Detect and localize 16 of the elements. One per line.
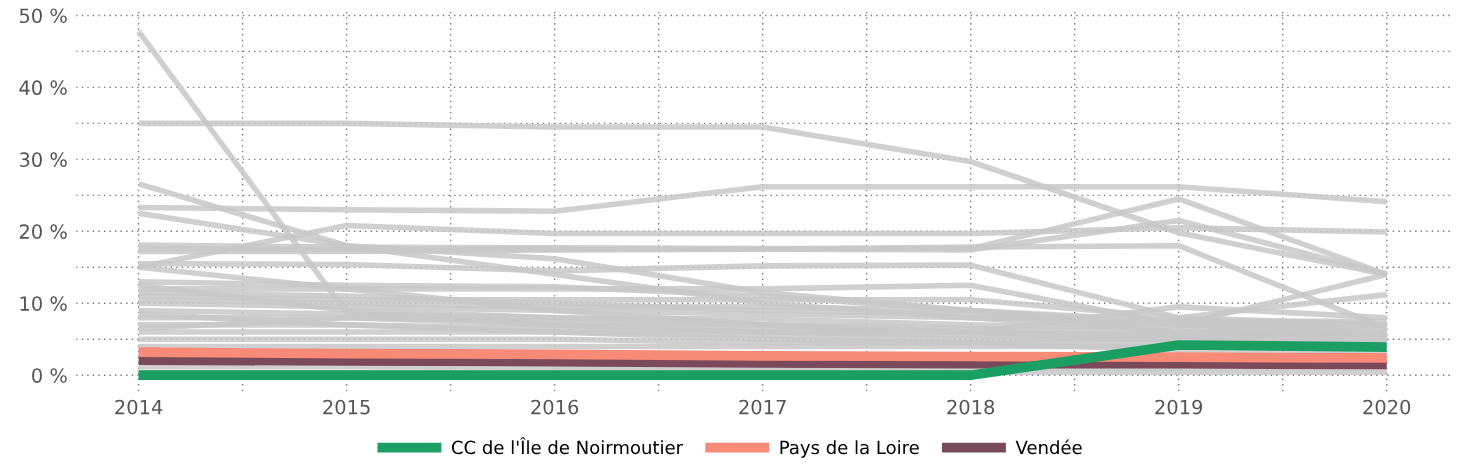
x-tick-label: 2018 — [947, 399, 995, 415]
y-tick-label: 40 % — [19, 80, 67, 96]
x-tick-label: 2016 — [531, 399, 579, 415]
x-tick-label: 2015 — [323, 399, 370, 415]
y-tick-label: 30 % — [19, 152, 67, 168]
legend-label: Pays de la Loire — [780, 440, 919, 458]
legend-label: CC de l'Île de Noirmoutier — [451, 437, 684, 455]
x-tick-label: 2017 — [739, 399, 786, 415]
y-tick-label: 50 % — [19, 8, 67, 24]
x-tick-label: 2020 — [1363, 399, 1411, 415]
x-tick-label: 2019 — [1155, 399, 1203, 415]
x-tick-label: 2014 — [115, 399, 163, 415]
y-tick-label: 20 % — [19, 224, 67, 239]
y-tick-label: 0 % — [32, 368, 67, 383]
legend-label: Vendée — [1015, 439, 1082, 455]
y-tick-label: 10 % — [20, 296, 67, 311]
